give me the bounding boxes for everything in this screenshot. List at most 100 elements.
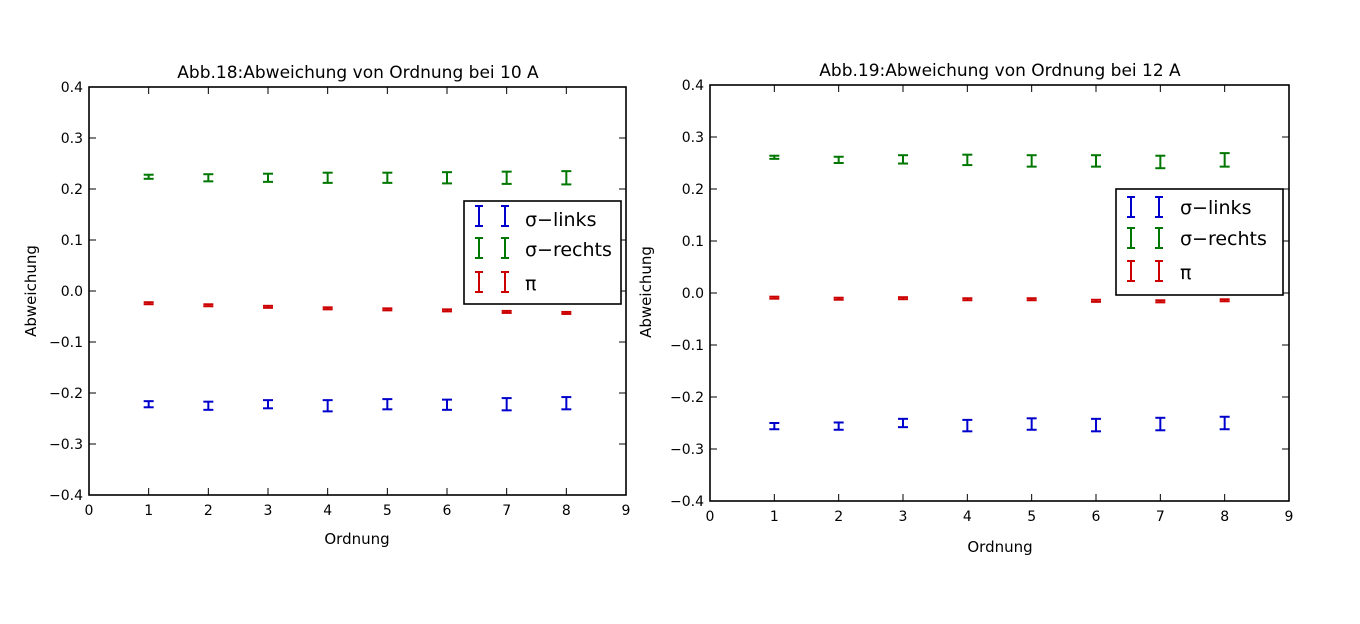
- legend-marker: [1155, 260, 1163, 282]
- legend-marker: [501, 271, 509, 293]
- x-tick-label: 8: [1220, 509, 1229, 525]
- axis-ticks: 0 1 2 3 4 5 6 7 8 9 −0.4 −0.3 −0.2 −0.1 0.0 0.1 0.2 0.3 0.…: [670, 78, 1293, 525]
- error-bar-sigma-rechts: [833, 155, 844, 164]
- legend-label-sigma-links: σ−links: [1180, 197, 1251, 219]
- error-bar-sigma-links: [143, 400, 154, 409]
- legend-key-sigma-links: [1127, 196, 1163, 218]
- error-bar-sigma-rechts: [898, 154, 908, 165]
- series-sigma-rechts: [769, 152, 1230, 170]
- legend-marker: [501, 237, 509, 259]
- legend: σ−links σ−rechts π: [1115, 188, 1284, 296]
- legend-label-pi: π: [1180, 262, 1191, 284]
- error-bar-sigma-links: [962, 418, 973, 433]
- chart-panel-abb18: Abb.18:Abweichung von Ordnung bei 10 A 0…: [22, 63, 630, 548]
- error-bar-sigma-rechts: [143, 173, 154, 180]
- y-tick-label: 0.0: [61, 284, 83, 300]
- error-bar-sigma-rechts: [382, 171, 393, 184]
- error-bar-sigma-links: [1091, 417, 1101, 433]
- x-tick-label: 1: [144, 503, 153, 519]
- legend-box: [1115, 188, 1284, 296]
- legend-marker: [1155, 227, 1163, 249]
- data-marks: [143, 170, 572, 413]
- x-tick-label: 3: [899, 509, 908, 525]
- y-axis-label: Abweichung: [22, 245, 40, 337]
- legend-marker: [501, 205, 509, 227]
- legend-marker: [475, 205, 483, 227]
- y-tick-label: −0.3: [670, 442, 704, 458]
- legend-key-pi: [1127, 260, 1163, 282]
- x-tick-label: 1: [770, 509, 779, 525]
- chart-title: Abb.19:Abweichung von Ordnung bei 12 A: [819, 61, 1181, 81]
- legend-label-sigma-links: σ−links: [525, 209, 596, 231]
- series-sigma-links: [143, 396, 572, 413]
- error-bar-pi: [143, 301, 154, 306]
- y-tick-label: 0.2: [682, 182, 704, 198]
- y-tick-label: 0.3: [61, 131, 83, 147]
- x-tick-label: 2: [834, 509, 843, 525]
- y-tick-label: 0.1: [682, 234, 704, 250]
- x-tick-label: 2: [204, 503, 213, 519]
- error-bar-pi: [501, 309, 512, 314]
- error-bar-sigma-rechts: [962, 153, 973, 167]
- error-bar-sigma-rechts: [1155, 154, 1166, 170]
- y-tick-label: −0.4: [670, 494, 704, 510]
- error-bar-sigma-links: [1026, 417, 1037, 431]
- error-bar-pi: [203, 303, 214, 308]
- x-tick-label: 4: [323, 503, 332, 519]
- error-bar-sigma-links: [1219, 415, 1230, 431]
- x-tick-label: 7: [1156, 509, 1165, 525]
- error-bar-sigma-rechts: [1026, 154, 1037, 168]
- error-bar-pi: [1219, 298, 1230, 303]
- x-axis-label: Ordnung: [324, 530, 389, 548]
- legend-marker: [1127, 227, 1135, 249]
- y-tick-label: −0.1: [49, 335, 83, 351]
- y-tick-label: −0.2: [670, 390, 704, 406]
- legend-key-sigma-rechts: [1127, 227, 1163, 249]
- legend-marker: [475, 237, 483, 259]
- legend-marker: [1155, 196, 1163, 218]
- error-bar-sigma-links: [769, 422, 780, 431]
- y-tick-label: 0.3: [682, 130, 704, 146]
- y-tick-label: 0.4: [682, 78, 704, 94]
- legend-box: [463, 200, 622, 305]
- chart-panel-abb19: Abb.19:Abweichung von Ordnung bei 12 A 0…: [637, 61, 1293, 556]
- error-bar-sigma-links: [203, 400, 214, 411]
- error-bar-pi: [769, 295, 780, 300]
- x-axis-label: Ordnung: [967, 538, 1032, 556]
- error-bar-sigma-links: [263, 399, 273, 410]
- error-bar-pi: [322, 306, 333, 311]
- legend-key-pi: [475, 271, 509, 293]
- error-bar-pi: [1026, 297, 1037, 302]
- error-bar-pi: [382, 307, 393, 312]
- series-sigma-rechts: [143, 170, 572, 186]
- legend-key-sigma-links: [475, 205, 509, 227]
- legend-label-sigma-rechts: σ−rechts: [525, 239, 612, 261]
- error-bar-sigma-rechts: [203, 173, 214, 183]
- x-tick-label: 5: [383, 503, 392, 519]
- error-bar-pi: [442, 308, 452, 313]
- x-tick-label: 5: [1027, 509, 1036, 525]
- error-bar-sigma-links: [442, 398, 452, 411]
- legend-marker: [475, 271, 483, 293]
- error-bar-sigma-links: [322, 399, 333, 413]
- error-bar-sigma-rechts: [501, 170, 512, 185]
- error-bar-pi: [833, 296, 844, 301]
- error-bar-sigma-rechts: [1219, 152, 1230, 168]
- series-pi: [769, 295, 1230, 304]
- error-bar-pi: [263, 304, 273, 309]
- chart-title: Abb.18:Abweichung von Ordnung bei 10 A: [177, 63, 539, 83]
- legend-key-sigma-rechts: [475, 237, 509, 259]
- y-axis-label: Abweichung: [637, 246, 655, 338]
- x-tick-label: 7: [502, 503, 511, 519]
- error-bar-pi: [962, 297, 973, 302]
- x-tick-label: 6: [443, 503, 452, 519]
- x-tick-label: 8: [562, 503, 571, 519]
- series-pi: [143, 301, 572, 315]
- x-tick-label: 9: [622, 503, 631, 519]
- error-bar-sigma-rechts: [322, 171, 333, 184]
- series-sigma-links: [769, 415, 1230, 433]
- y-tick-label: −0.1: [670, 338, 704, 354]
- legend-marker: [1127, 196, 1135, 218]
- y-tick-label: 0.4: [61, 80, 83, 96]
